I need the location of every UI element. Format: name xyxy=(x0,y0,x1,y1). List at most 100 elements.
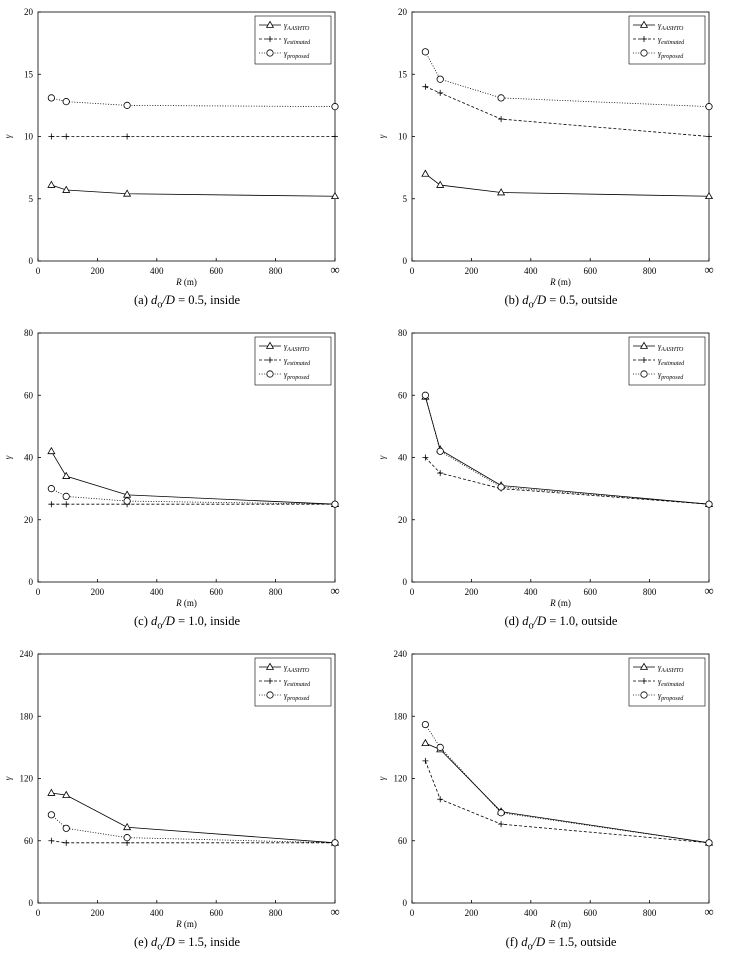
legend: γAASHTO γestimated γproposed xyxy=(628,336,706,386)
series-line xyxy=(51,814,336,844)
chart-caption: (e) do/D = 1.5, inside xyxy=(134,935,240,953)
x-tick-label: 0 xyxy=(36,266,41,276)
y-tick-label: 0 xyxy=(29,577,34,587)
data-point xyxy=(331,103,339,111)
x-tick-label: 600 xyxy=(209,587,223,597)
legend-marker xyxy=(265,662,275,670)
data-point xyxy=(331,839,339,847)
x-tick-label: 600 xyxy=(209,908,223,918)
legend-entry: γproposed xyxy=(658,49,684,60)
series-proposed xyxy=(47,94,339,111)
data-point xyxy=(436,180,445,188)
legend-marker xyxy=(640,370,648,378)
series-aashto xyxy=(47,180,340,200)
x-tick-label: ∞ xyxy=(330,262,339,277)
y-tick-label: 60 xyxy=(24,390,34,400)
data-point xyxy=(421,720,429,729)
x-axis-label: R (m) xyxy=(549,277,571,287)
series-line xyxy=(425,457,710,505)
y-axis-label: γ xyxy=(3,776,13,780)
data-point xyxy=(421,391,429,399)
data-point xyxy=(498,821,505,828)
series-proposed xyxy=(47,811,339,847)
legend-marker xyxy=(639,20,649,28)
data-point xyxy=(497,483,505,491)
data-point xyxy=(63,501,70,508)
series-line xyxy=(51,97,336,108)
legend-entry: γproposed xyxy=(284,691,310,702)
series-line xyxy=(424,760,710,844)
legend-entry: γproposed xyxy=(658,691,684,702)
x-tick-label: 200 xyxy=(465,266,479,276)
legend: γAASHTO γestimated γproposed xyxy=(628,15,706,65)
data-point xyxy=(437,796,444,803)
data-point xyxy=(436,75,444,83)
series-proposed xyxy=(421,720,713,847)
data-point xyxy=(331,500,339,508)
chart-panel-b: 0 5 10 15 20 0 200 400 600 800 ∞ R (m) γ γAASHTO γesti… xyxy=(374,0,748,321)
legend-entry: γestimated xyxy=(658,356,685,367)
y-tick-label: 180 xyxy=(20,711,34,721)
x-tick-label: 600 xyxy=(583,266,597,276)
series-line xyxy=(51,451,336,505)
x-tick-label: 800 xyxy=(643,266,657,276)
x-tick-label: 400 xyxy=(524,266,538,276)
x-axis-label: R (m) xyxy=(175,598,197,608)
series-line xyxy=(424,395,710,505)
legend-entry: γAASHTO xyxy=(284,663,310,674)
data-point xyxy=(62,790,71,798)
data-point xyxy=(421,48,429,56)
legend-marker xyxy=(265,341,275,349)
legend-entry: γestimated xyxy=(658,35,685,46)
chart-panel-e: 0 60 120 180 240 0 200 400 600 800 ∞ R (m) γ γAASHTO γ… xyxy=(0,642,374,963)
data-point xyxy=(63,133,70,140)
x-tick-label: 400 xyxy=(150,587,164,597)
x-tick-label: 600 xyxy=(583,908,597,918)
legend-box xyxy=(628,15,706,65)
data-point xyxy=(123,497,131,505)
data-point xyxy=(62,98,70,106)
legend-entry: γproposed xyxy=(284,49,310,60)
series-proposed xyxy=(421,48,713,111)
legend-marker xyxy=(267,357,273,363)
chart-caption: (f) do/D = 1.5, outside xyxy=(505,935,617,953)
legend-box xyxy=(254,15,332,65)
series-line xyxy=(51,792,336,844)
data-point xyxy=(704,191,714,200)
series-estimated xyxy=(48,837,338,846)
y-tick-label: 80 xyxy=(398,328,408,338)
x-tick-label: 200 xyxy=(91,587,105,597)
legend-entry: γproposed xyxy=(284,370,310,381)
legend-marker xyxy=(266,691,274,699)
legend-entry: γAASHTO xyxy=(284,21,310,32)
y-tick-label: 5 xyxy=(403,194,408,204)
x-axis-label: R (m) xyxy=(175,919,197,929)
x-tick-label: ∞ xyxy=(704,904,713,919)
legend-entry: γproposed xyxy=(658,370,684,381)
legend-marker xyxy=(640,49,648,57)
series-line xyxy=(425,86,710,137)
y-tick-label: 240 xyxy=(394,649,408,659)
y-tick-label: 40 xyxy=(24,453,34,463)
x-tick-label: 400 xyxy=(150,908,164,918)
series-aashto xyxy=(47,788,340,846)
y-tick-label: 5 xyxy=(29,194,34,204)
legend-marker xyxy=(639,341,649,349)
x-tick-label: ∞ xyxy=(704,583,713,598)
data-point xyxy=(436,447,444,455)
series-estimated xyxy=(48,133,338,140)
chart-panel-f: 0 60 120 180 240 0 200 400 600 800 ∞ R (m) γ γAASHTO γ… xyxy=(374,642,748,963)
legend-box xyxy=(628,336,706,386)
series-line xyxy=(51,488,336,505)
data-point xyxy=(436,743,444,751)
series-estimated xyxy=(422,757,712,846)
y-tick-label: 60 xyxy=(24,836,34,846)
y-tick-label: 80 xyxy=(24,328,34,338)
y-tick-label: 240 xyxy=(20,649,34,659)
y-axis-label: γ xyxy=(377,776,387,780)
series-proposed xyxy=(421,391,713,508)
y-axis-label: γ xyxy=(3,455,13,459)
x-tick-label: 800 xyxy=(269,908,283,918)
